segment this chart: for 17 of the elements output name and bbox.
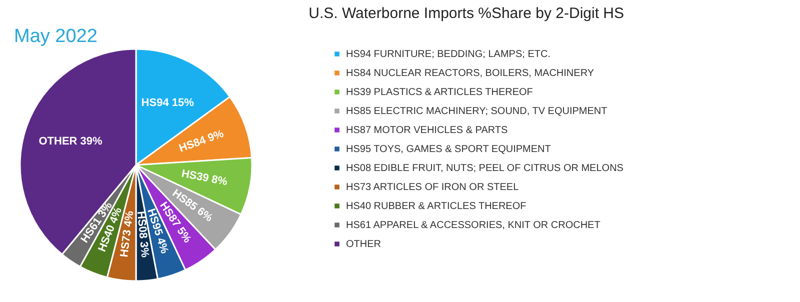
legend-label: OTHER [346,239,381,250]
legend-label: HS73 ARTICLES OF IRON OR STEEL [346,182,520,193]
data-label: OTHER 39% [38,135,103,148]
legend-label: HS08 EDIBLE FRUIT, NUTS; PEEL OF CITRUS OR MELONS [346,163,624,174]
legend-label: HS85 ELECTRIC MACHINERY; SOUND, TV EQUIPMENT [346,106,608,117]
legend-label: HS95 TOYS, GAMES & SPORT EQUIPMENT [346,144,551,155]
data-label: HS94 15% [141,96,194,109]
legend-label: HS61 APPAREL & ACCESSORIES, KNIT OR CROCHET [346,220,600,231]
legend-label: HS39 PLASTICS & ARTICLES THEREOF [346,87,533,98]
data-label: HS39 8% [180,168,229,188]
legend-label: HS40 RUBBER & ARTICLES THEREOF [346,201,526,212]
chart-subtitle: May 2022 [14,26,98,47]
chart-title: U.S. Waterborne Imports %Share by 2-Digit HS [308,5,624,22]
data-label: HS84 9% [178,128,226,155]
legend-label: HS84 NUCLEAR REACTORS, BOILERS, MACHINERY [346,68,594,79]
legend-label: HS94 FURNITURE; BEDDING; LAMPS; ETC. [346,49,550,60]
legend-label: HS87 MOTOR VEHICLES & PARTS [346,125,508,136]
